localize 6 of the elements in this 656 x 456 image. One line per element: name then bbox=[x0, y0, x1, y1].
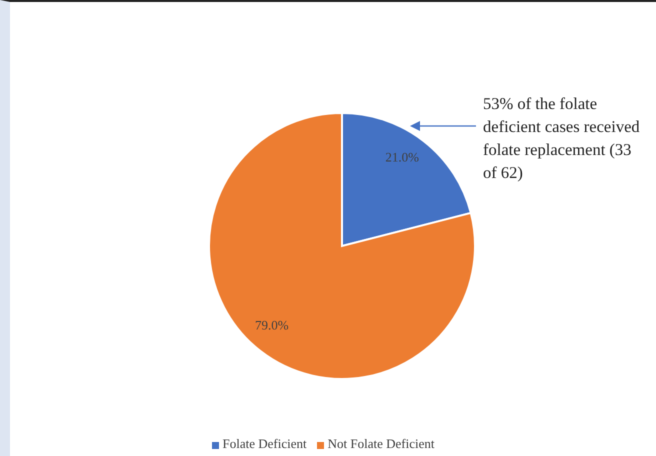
legend-label: Folate Deficient bbox=[222, 436, 307, 451]
data-label: 79.0% bbox=[254, 318, 289, 333]
legend-label: Not Folate Deficient bbox=[328, 436, 434, 451]
text: 53% of the folate deficient cases received folate replacement (33 of 62) bbox=[483, 93, 641, 184]
pie-slice bbox=[208, 112, 476, 380]
data-label: 21.0% bbox=[385, 149, 420, 164]
